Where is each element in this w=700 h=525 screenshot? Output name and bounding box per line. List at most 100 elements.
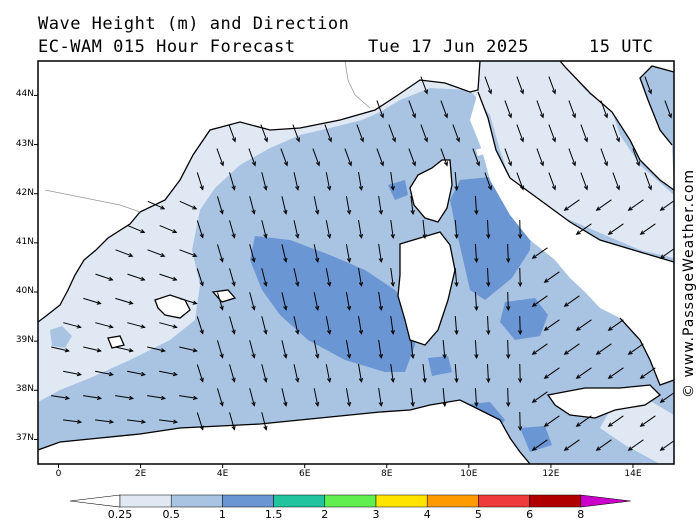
wave-arrow (664, 100, 672, 118)
wave-arrow-head (192, 300, 198, 305)
colorbar-label: 2 (321, 508, 329, 521)
wave-arrow (216, 148, 224, 166)
wave-arrow-head (563, 302, 569, 307)
wave-arrow-head (378, 305, 383, 312)
wave-arrow (544, 271, 560, 283)
wave-arrow (63, 370, 81, 376)
wave-arrow-head (199, 233, 204, 239)
wave-arrow-head (263, 185, 268, 191)
wave-arrow (179, 297, 197, 305)
wave-arrow (147, 249, 165, 257)
wave-band-1-15-sardinia-s (428, 356, 452, 376)
wave-arrow-head (563, 206, 569, 211)
wave-arrow (281, 340, 287, 358)
wave-arrow-head (314, 305, 320, 311)
wave-arrow (504, 100, 512, 118)
wave-arrow (507, 291, 509, 311)
wave-arrow-head (543, 278, 549, 283)
wave-arrow (280, 148, 288, 166)
wave-arrow-head (192, 205, 198, 210)
wave-arrow (600, 148, 608, 166)
wave-arrow (51, 346, 69, 352)
wave-arrow-head (76, 371, 82, 377)
colorbar-segment (324, 494, 377, 508)
wave-arrow-head (455, 137, 460, 143)
wave-arrow-head (263, 137, 268, 143)
lon-label: 12E (542, 469, 560, 479)
coastline-sicily (546, 384, 662, 419)
wave-arrow-head (314, 209, 320, 215)
wave-arrow (345, 244, 351, 262)
lat-label: 43N (15, 138, 34, 149)
wave-arrow (548, 76, 556, 94)
wave-arrow (229, 316, 235, 334)
wave-arrow-head (199, 281, 204, 287)
colorbar-label: 1 (218, 508, 226, 521)
wave-arrow (378, 340, 382, 358)
wave-arrow (564, 199, 580, 211)
wave-arrow-head (326, 377, 332, 383)
land-menorca (213, 290, 235, 302)
wave-arrow-head (551, 185, 556, 191)
wave-arrow (640, 367, 656, 379)
wave-arrow-head (627, 350, 633, 355)
wave-arrow-head (647, 185, 652, 191)
lat-label: 44N (15, 89, 34, 100)
wave-arrow-head (347, 161, 352, 167)
wave-arrow-head (635, 161, 640, 167)
lon-label: 14E (624, 469, 642, 479)
wave-arrow-head (454, 186, 459, 192)
wave-arrow-head (486, 282, 491, 288)
wave-arrow-head (639, 374, 645, 379)
wave-band-05-1-west (38, 400, 130, 445)
wave-arrow (196, 172, 204, 190)
wave-arrow-head (543, 374, 549, 379)
wave-arrow (293, 220, 299, 238)
wave-arrow-head (454, 282, 459, 288)
wave-arrow (507, 243, 509, 263)
wave-arrow-head (295, 281, 300, 287)
wave-arrow-head (283, 161, 288, 167)
wave-arrow-head (358, 281, 364, 288)
wave-arrow (474, 387, 478, 407)
wave-arrow-head (506, 306, 511, 312)
wave-arrow-head (517, 378, 523, 384)
wave-arrow (147, 200, 165, 210)
wave-arrow-head (543, 422, 549, 427)
wave-arrow-head (192, 395, 199, 401)
wave-arrow (632, 148, 640, 166)
wave-arrow-head (358, 185, 364, 192)
wave-arrow-head (64, 395, 71, 401)
wave-arrow (127, 370, 145, 376)
wave-arrow (568, 100, 576, 118)
wave-arrow (179, 200, 197, 210)
wave-arrow (390, 220, 394, 238)
wave-arrow (229, 364, 235, 382)
wave-arrow-head (379, 113, 384, 119)
wave-arrow (472, 148, 480, 166)
wave-arrow (410, 196, 414, 214)
wave-arrow-head (519, 89, 524, 95)
axis-ticks (34, 94, 634, 468)
wave-arrow-head (314, 257, 320, 263)
wave-arrow-head (519, 137, 524, 143)
wave-arrow-head (172, 229, 178, 234)
wave-arrow (260, 124, 268, 142)
land-sardinia (398, 232, 455, 345)
wave-arrow (568, 148, 576, 166)
wave-arrow (196, 268, 204, 286)
wave-arrow-head (517, 282, 523, 288)
wave-arrow-head (231, 329, 236, 335)
wave-arrow (249, 196, 255, 214)
wave-arrow (115, 395, 133, 399)
wave-arrow-head (575, 230, 581, 235)
wave-arrow (544, 415, 560, 427)
wave-arrow (454, 267, 458, 287)
wave-arrow-head (551, 137, 556, 143)
wave-band-1-15-south (500, 298, 548, 340)
wave-arrow (216, 244, 224, 262)
coastline-corsica (409, 159, 453, 223)
lon-label: 10E (460, 469, 478, 479)
wave-arrow (216, 196, 224, 214)
